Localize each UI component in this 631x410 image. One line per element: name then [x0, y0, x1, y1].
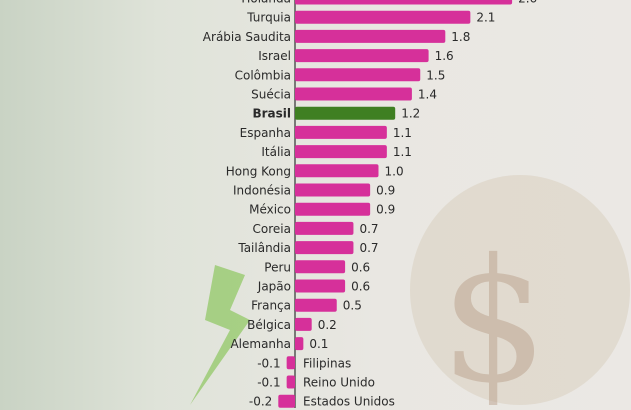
category-label: Coreia: [253, 222, 291, 236]
bar-japão: [295, 279, 346, 293]
category-label: Brasil: [252, 107, 291, 121]
bar-indonésia: [295, 183, 371, 197]
value-label: 0.2: [318, 318, 337, 332]
bar-tailândia: [295, 241, 354, 255]
category-label: Filipinas: [303, 356, 351, 370]
value-label: 1.5: [426, 68, 445, 82]
bar-méxico: [295, 202, 371, 216]
bar-filipinas: [286, 356, 295, 370]
category-label: Holanda: [241, 0, 291, 6]
bar-arábia-saudita: [295, 29, 446, 43]
bar-peru: [295, 260, 346, 274]
value-label: 0.6: [351, 260, 370, 274]
category-label: Colômbia: [235, 68, 291, 82]
value-label: 1.6: [435, 49, 454, 63]
category-label: Indonésia: [233, 184, 291, 198]
category-label: México: [249, 203, 291, 217]
value-label: -0.2: [249, 395, 272, 409]
bar-alemanha: [295, 337, 304, 351]
category-label: Tailândia: [237, 241, 291, 255]
category-label: Estados Unidos: [303, 395, 395, 409]
value-label: 2.1: [476, 11, 495, 25]
bar-itália: [295, 145, 387, 159]
bar-holanda: [295, 0, 513, 5]
category-label: Reino Unido: [303, 376, 375, 390]
value-label: 0.7: [359, 241, 378, 255]
value-label: 1.1: [393, 126, 412, 140]
value-label: 0.5: [343, 299, 362, 313]
bar-hong-kong: [295, 164, 379, 178]
value-label: 0.7: [359, 222, 378, 236]
category-label: Bélgica: [247, 318, 291, 332]
category-label: Turquia: [246, 11, 291, 25]
bar-suécia: [295, 87, 412, 101]
category-label: Arábia Saudita: [203, 30, 291, 44]
value-label: -0.1: [257, 356, 280, 370]
category-label: Itália: [261, 145, 291, 159]
value-label: 0.1: [309, 337, 328, 351]
bar-estados-unidos: [278, 394, 295, 408]
bar-bélgica: [295, 317, 312, 331]
category-label: Alemanha: [230, 337, 291, 351]
bar-frança: [295, 298, 337, 312]
bar-espanha: [295, 125, 387, 139]
bar-colômbia: [295, 68, 421, 82]
category-label: Israel: [258, 49, 291, 63]
category-label: Suécia: [251, 88, 291, 102]
value-label: 0.9: [376, 203, 395, 217]
value-label: 0.6: [351, 280, 370, 294]
category-label: Japão: [257, 280, 291, 294]
category-label: França: [251, 299, 291, 313]
value-label: 1.0: [385, 164, 404, 178]
value-label: 1.8: [451, 30, 470, 44]
arrow-shape: [190, 265, 250, 405]
value-label: 1.4: [418, 88, 437, 102]
category-label: Espanha: [240, 126, 291, 140]
bar-israel: [295, 49, 429, 63]
bar-reino-unido: [286, 375, 295, 389]
value-label: 1.1: [393, 145, 412, 159]
dollar-sign-icon: $: [440, 223, 548, 410]
value-label: 0.9: [376, 184, 395, 198]
value-label: 2.6: [518, 0, 537, 6]
value-label: -0.1: [257, 376, 280, 390]
money-bag-shape: [410, 175, 630, 405]
bar-turquia: [295, 10, 471, 24]
bar-brasil: [295, 106, 396, 120]
bar-coreia: [295, 221, 354, 235]
category-label: Peru: [264, 260, 291, 274]
value-label: 1.2: [401, 107, 420, 121]
category-label: Hong Kong: [226, 164, 291, 178]
